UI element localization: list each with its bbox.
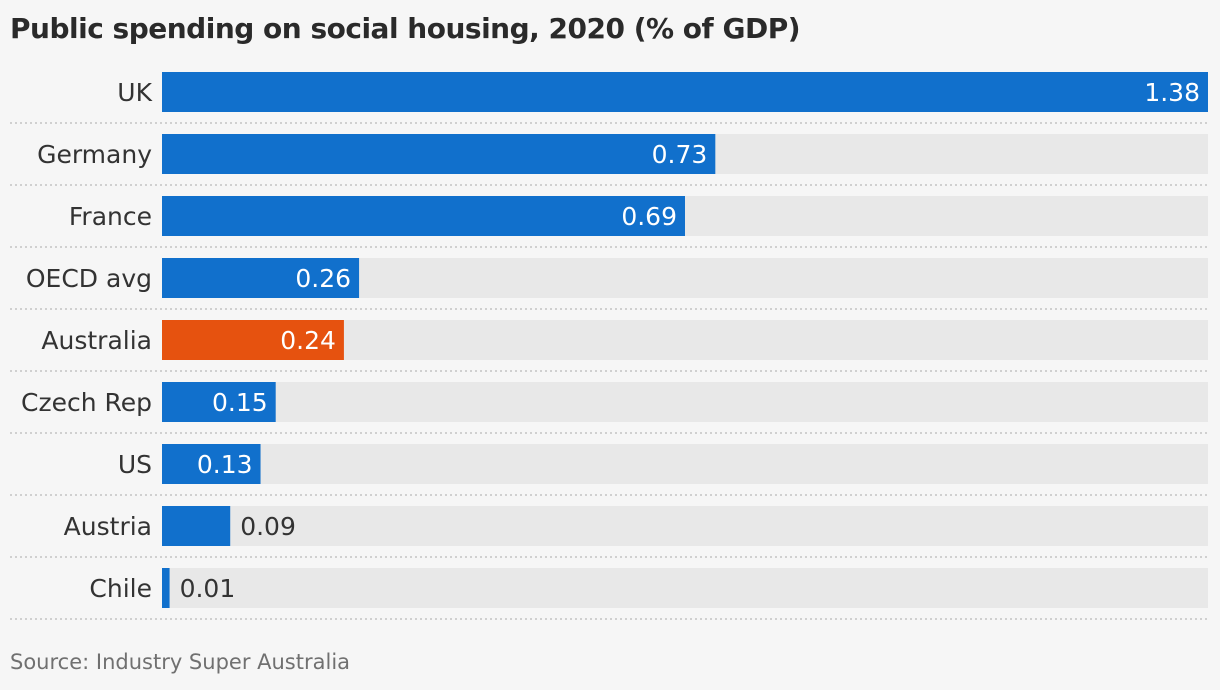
bar-france xyxy=(162,196,685,236)
bar-oecd-avg xyxy=(162,258,360,298)
category-label: Czech Rep xyxy=(21,388,152,417)
value-label: 0.73 xyxy=(652,140,708,169)
category-label: Austria xyxy=(64,512,152,541)
category-label: OECD avg xyxy=(26,264,152,293)
category-label: France xyxy=(69,202,152,231)
bar-austria xyxy=(162,506,231,546)
value-label: 0.26 xyxy=(295,264,351,293)
chart-title: Public spending on social housing, 2020 … xyxy=(10,12,801,45)
bar-australia xyxy=(162,320,344,360)
value-label: 0.01 xyxy=(180,574,236,603)
value-label: 1.38 xyxy=(1144,78,1200,107)
category-label: US xyxy=(118,450,152,479)
category-label: UK xyxy=(117,78,152,107)
bar-uk xyxy=(162,72,1208,112)
bar-track xyxy=(162,568,1208,608)
category-label: Chile xyxy=(89,574,152,603)
bar-track xyxy=(162,382,1208,422)
bar-us xyxy=(162,444,261,484)
bar-germany xyxy=(162,134,716,174)
bar-chile xyxy=(162,568,170,608)
source-note: Source: Industry Super Australia xyxy=(10,650,351,674)
category-label: Australia xyxy=(41,326,152,355)
value-label: 0.15 xyxy=(212,388,268,417)
value-label: 0.09 xyxy=(240,512,296,541)
bar-track xyxy=(162,444,1208,484)
value-label: 0.69 xyxy=(621,202,677,231)
bar-track xyxy=(162,506,1208,546)
category-label: Germany xyxy=(37,140,152,169)
bar-czech-rep xyxy=(162,382,276,422)
value-label: 0.13 xyxy=(197,450,253,479)
value-label: 0.24 xyxy=(280,326,336,355)
